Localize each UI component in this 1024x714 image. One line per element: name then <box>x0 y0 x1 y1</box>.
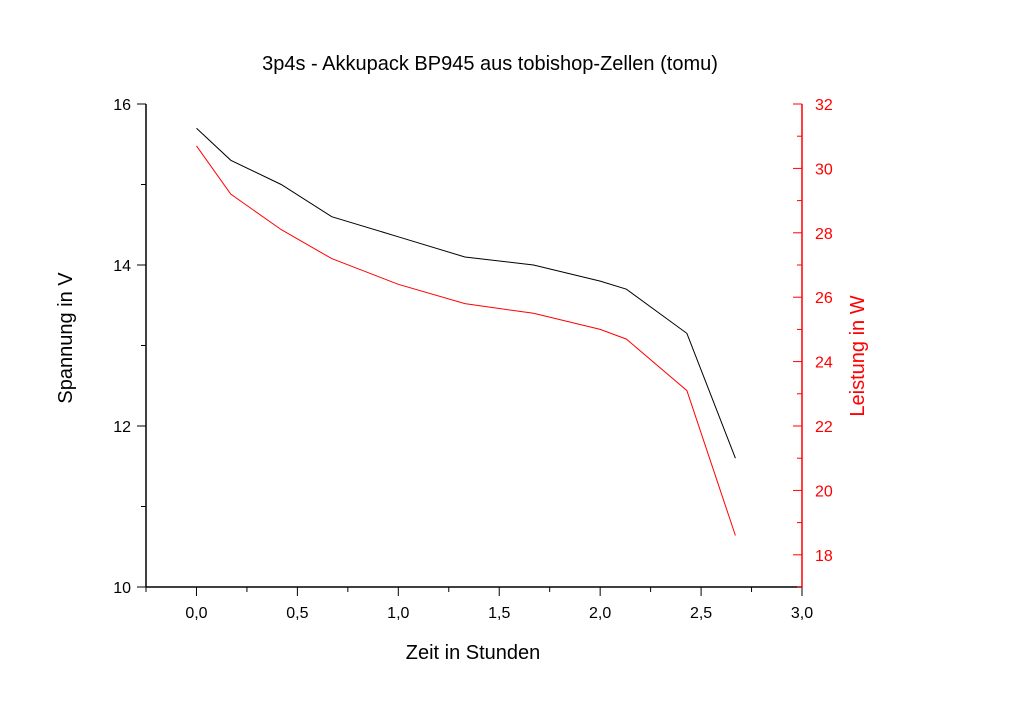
x-tick-label: 3,0 <box>791 605 813 622</box>
chart-title: 3p4s - Akkupack BP945 aus tobishop-Zelle… <box>262 53 718 75</box>
y-tick-label: 14 <box>113 258 131 275</box>
x-tick-label: 0,0 <box>185 605 207 622</box>
y2-tick-label: 26 <box>815 290 833 307</box>
voltage-series-line <box>196 127 736 459</box>
y2-tick-label: 20 <box>815 483 833 500</box>
x-tick-label: 0,5 <box>286 605 308 622</box>
y-axis-left: 10 12 14 16 <box>113 97 147 597</box>
x-axis-title: Zeit in Stunden <box>406 642 541 664</box>
y2-tick-label: 24 <box>815 355 833 372</box>
y-tick-label: 10 <box>113 580 131 597</box>
y2-tick-label: 18 <box>815 548 833 565</box>
x-tick-label: 1,0 <box>387 605 409 622</box>
plot-lines <box>196 127 736 536</box>
y-axis-right: 18 20 22 24 26 28 30 32 <box>793 97 833 588</box>
y-axis-title: Spannung in V <box>55 272 77 404</box>
y2-tick-label: 22 <box>815 419 833 436</box>
y2-tick-label: 28 <box>815 226 833 243</box>
x-tick-label: 1,5 <box>488 605 510 622</box>
x-axis: 0,0 0,5 1,0 1,5 2,0 2,5 3,0 <box>145 586 813 622</box>
y2-tick-label: 30 <box>815 161 833 178</box>
x-tick-label: 2,5 <box>690 605 712 622</box>
y2-axis-title: Leistung in W <box>847 295 869 416</box>
y-tick-label: 12 <box>113 419 131 436</box>
y2-tick-label: 32 <box>815 97 833 114</box>
power-series-line <box>196 145 736 536</box>
y-tick-label: 16 <box>113 97 131 114</box>
x-tick-label: 2,0 <box>589 605 611 622</box>
